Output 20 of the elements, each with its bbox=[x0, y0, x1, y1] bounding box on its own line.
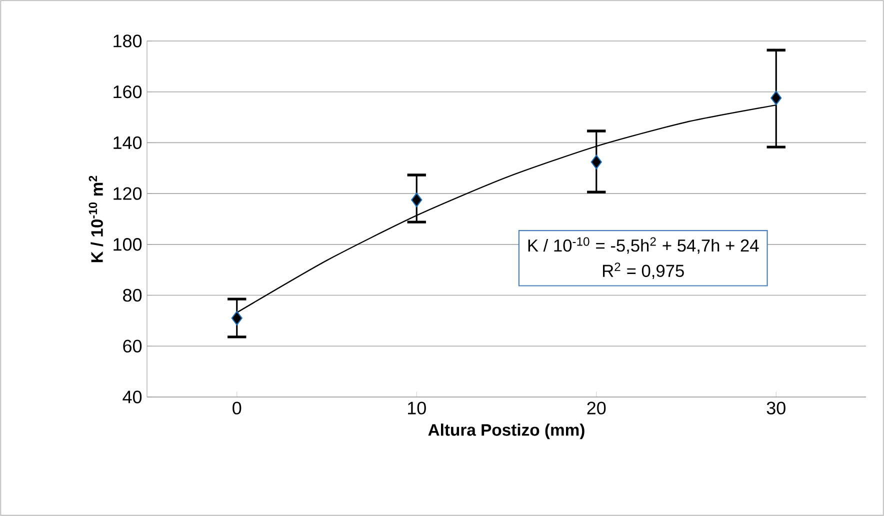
x-tick-label: 30 bbox=[766, 402, 786, 414]
y-tick-label: 100 bbox=[114, 238, 142, 251]
y-tick-label: 180 bbox=[114, 34, 142, 48]
point bbox=[590, 154, 602, 170]
y-axis-title: K / 10$^{-10}$ m$^{2}$ bbox=[88, 176, 104, 262]
annotation: K / 10$^{-10}$ = -5,5h$^{2}$ + 54,7h + 24 bbox=[528, 237, 759, 254]
y-tick-label: 80 bbox=[123, 288, 142, 302]
y-tick-label: 140 bbox=[114, 136, 142, 150]
x-tick-label: 0 bbox=[232, 402, 242, 414]
y-tick-label: 60 bbox=[123, 340, 142, 352]
point bbox=[231, 310, 242, 326]
y-tick-label: 40 bbox=[122, 390, 142, 404]
x-axis-title: Altura Postizo (mm) bbox=[428, 424, 584, 440]
x-tick-label: 10 bbox=[408, 402, 426, 414]
annotation: R$^{2}$ = 0,975 bbox=[603, 262, 684, 280]
y-tick-label: 120 bbox=[114, 187, 142, 200]
x-tick-label: 20 bbox=[587, 402, 606, 414]
y-tick-label: 160 bbox=[114, 85, 142, 98]
point bbox=[770, 90, 782, 106]
point bbox=[411, 192, 422, 208]
